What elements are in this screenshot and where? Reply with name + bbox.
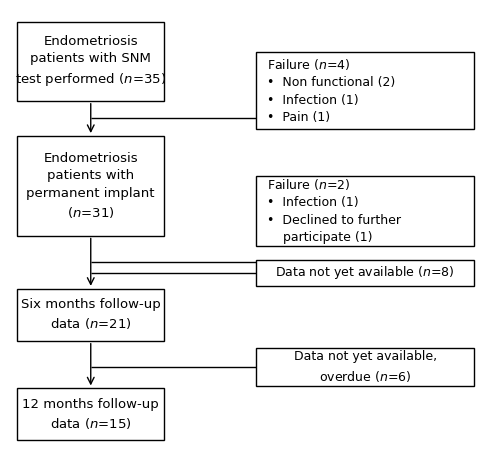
Bar — [256, 176, 474, 246]
Text: Endometriosis
patients with SNM
test performed ($\it{n}$=35): Endometriosis patients with SNM test per… — [15, 35, 167, 88]
Text: Six months follow-up
data ($\it{n}$=21): Six months follow-up data ($\it{n}$=21) — [21, 298, 160, 331]
Bar — [256, 260, 474, 286]
Bar — [17, 22, 164, 101]
Text: 12 months follow-up
data ($\it{n}$=15): 12 months follow-up data ($\it{n}$=15) — [22, 398, 159, 431]
Bar — [256, 347, 474, 386]
Text: Data not yet available,
overdue ($\it{n}$=6): Data not yet available, overdue ($\it{n}… — [294, 350, 436, 383]
Text: Data not yet available ($\it{n}$=8): Data not yet available ($\it{n}$=8) — [276, 264, 455, 281]
Bar — [17, 289, 164, 341]
Bar — [17, 136, 164, 236]
Text: Failure ($\it{n}$=2)
•  Infection (1)
•  Declined to further
    participate (1): Failure ($\it{n}$=2) • Infection (1) • D… — [267, 177, 401, 244]
Text: Endometriosis
patients with
permanent implant
($\it{n}$=31): Endometriosis patients with permanent im… — [26, 152, 155, 220]
Text: Failure ($\it{n}$=4)
•  Non functional (2)
•  Infection (1)
•  Pain (1): Failure ($\it{n}$=4) • Non functional (2… — [267, 57, 395, 124]
Bar — [256, 52, 474, 129]
Bar — [17, 389, 164, 440]
